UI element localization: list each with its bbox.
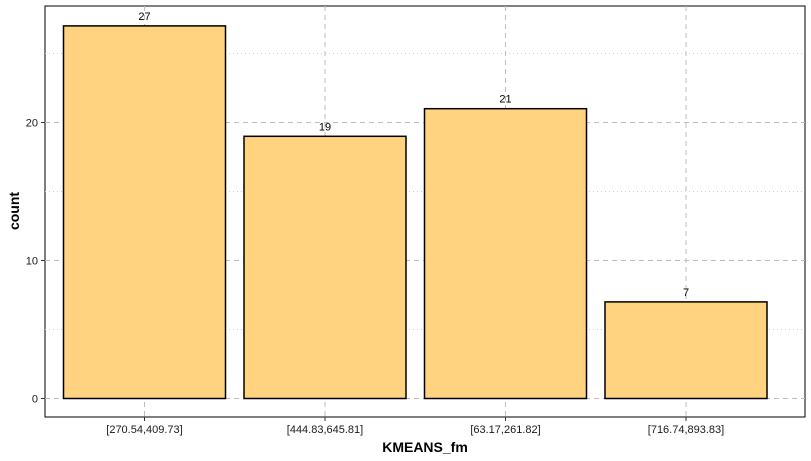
bars: [62, 25, 768, 400]
data-label: 19: [319, 121, 331, 133]
x-tick-label: [444.83,645.81]: [287, 424, 363, 436]
data-label: 21: [499, 94, 511, 106]
data-label: 27: [138, 11, 150, 23]
y-axis-title: count: [6, 192, 22, 230]
y-tick-label: 0: [32, 394, 38, 406]
bar: [604, 301, 768, 400]
bar: [62, 25, 227, 400]
x-tick-label: [63.17,261.82]: [470, 424, 540, 436]
bar: [243, 135, 407, 400]
y-tick-label: 20: [26, 118, 38, 130]
data-label: 7: [683, 287, 689, 299]
bar: [423, 107, 588, 400]
y-tick-label: 10: [26, 256, 38, 268]
x-tick-label: [716.74,893.83]: [648, 424, 724, 436]
y-axis-ticks: 0 10 20: [26, 118, 45, 406]
x-axis-ticks: [270.54,409.73] [444.83,645.81] [63.17,261…: [106, 417, 724, 436]
x-axis-title: KMEANS_fm: [382, 439, 468, 455]
x-tick-label: [270.54,409.73]: [106, 424, 182, 436]
data-labels: 27 19 21 7: [138, 11, 689, 299]
